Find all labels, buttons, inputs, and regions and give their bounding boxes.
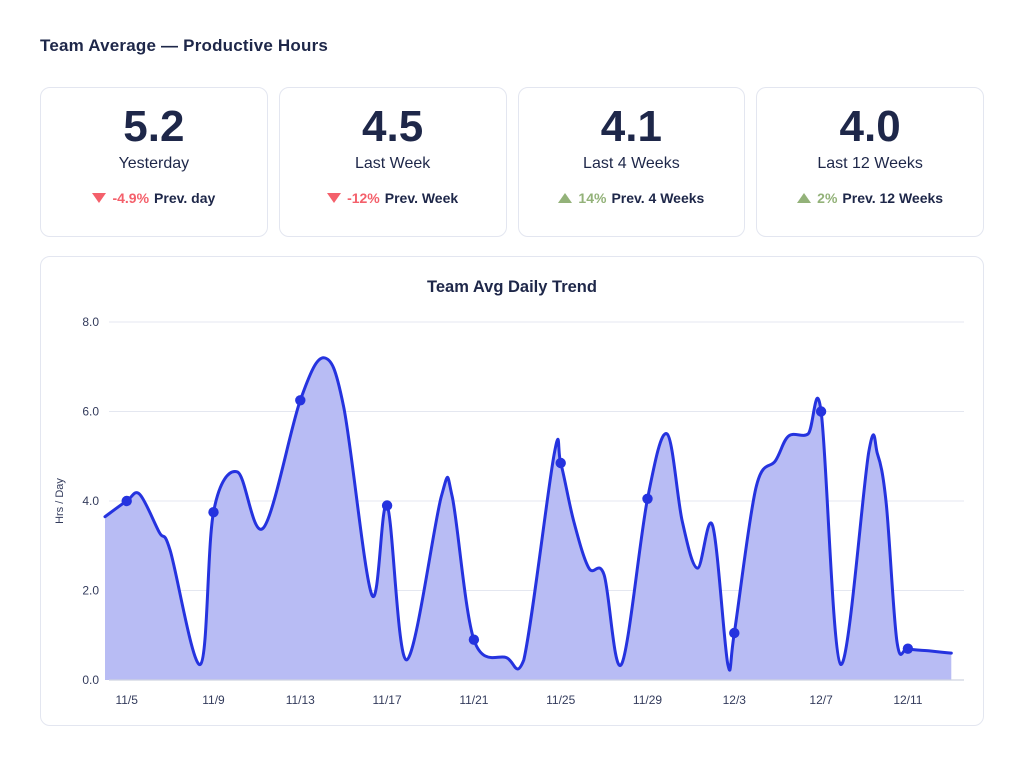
stat-label: Last 4 Weeks xyxy=(583,154,680,172)
data-point-dot[interactable] xyxy=(642,493,653,504)
data-point-dot[interactable] xyxy=(468,634,480,645)
triangle-up-icon xyxy=(797,192,812,203)
delta-percent: -12% xyxy=(347,189,380,206)
stat-label: Last Week xyxy=(354,154,431,172)
stat-card-last-12-weeks: 4.0 Last 12 Weeks 2% Prev. 12 Weeks xyxy=(756,87,984,237)
chart-title: Team Avg Daily Trend xyxy=(427,278,597,296)
delta-percent: 2% xyxy=(817,189,838,206)
stat-value: 4.5 xyxy=(362,102,424,151)
stat-card-yesterday: 5.2 Yesterday -4.9% Prev. day xyxy=(40,87,268,237)
x-tick-label: 11/17 xyxy=(373,693,402,707)
x-tick-label: 11/21 xyxy=(459,693,488,707)
stat-value: 4.1 xyxy=(600,102,662,151)
y-tick-label: 2.0 xyxy=(82,584,99,598)
x-tick-label: 11/25 xyxy=(546,693,575,707)
y-tick-label: 0.0 xyxy=(82,673,99,687)
delta-row: 14% Prev. 4 Weeks xyxy=(558,190,704,206)
data-point-dot[interactable] xyxy=(902,643,914,654)
kpi-cards-row: 5.2 Yesterday -4.9% Prev. day 4.5 Last W… xyxy=(40,87,984,237)
stat-value: 4.0 xyxy=(839,102,901,151)
data-point-dot[interactable] xyxy=(295,395,306,406)
delta-percent: 14% xyxy=(578,189,607,206)
y-axis-label: Hrs / Day xyxy=(54,478,66,524)
delta-row: 2% Prev. 12 Weeks xyxy=(797,190,943,206)
y-tick-label: 8.0 xyxy=(82,315,99,329)
stat-value: 5.2 xyxy=(123,102,185,151)
trend-chart-panel: Team Avg Daily Trend 0.0 2.0 4.0 6.0 8.0 11/5… xyxy=(40,256,984,726)
delta-period: Prev. day xyxy=(154,189,216,206)
delta-percent: -4.9% xyxy=(112,189,150,206)
x-tick-label: 12/3 xyxy=(723,693,747,707)
triangle-down-icon xyxy=(327,192,342,203)
delta-period: Prev. 12 Weeks xyxy=(842,189,944,206)
delta-row: -4.9% Prev. day xyxy=(92,190,215,206)
stat-card-last-week: 4.5 Last Week -12% Prev. Week xyxy=(278,87,507,237)
delta-period: Prev. Week xyxy=(384,189,459,206)
triangle-down-icon xyxy=(92,192,107,203)
data-point-dot[interactable] xyxy=(815,406,827,417)
x-tick-label: 11/29 xyxy=(633,693,662,707)
data-point-dot[interactable] xyxy=(208,507,219,518)
y-tick-label: 4.0 xyxy=(82,494,99,508)
page-title: Team Average — Productive Hours xyxy=(40,36,329,55)
trend-line xyxy=(103,356,953,672)
x-tick-label: 11/9 xyxy=(202,693,225,707)
y-tick-label: 6.0 xyxy=(82,405,99,419)
triangle-up-icon xyxy=(558,192,573,203)
x-tick-label: 12/11 xyxy=(893,693,922,707)
stat-label: Last 12 Weeks xyxy=(817,154,923,172)
data-point-dot[interactable] xyxy=(729,627,740,639)
x-tick-label: 11/13 xyxy=(286,693,315,707)
stat-card-last-4-weeks: 4.1 Last 4 Weeks 14% Prev. 4 Weeks xyxy=(517,87,746,237)
delta-period: Prev. 4 Weeks xyxy=(611,189,705,206)
delta-row: -12% Prev. Week xyxy=(327,190,458,206)
dashboard: Team Average — Productive Hours 5.2 Yest… xyxy=(40,36,984,726)
data-point-dot[interactable] xyxy=(555,457,566,469)
x-tick-label: 11/5 xyxy=(115,693,138,707)
data-point-dot[interactable] xyxy=(121,495,132,507)
x-tick-label: 12/7 xyxy=(809,693,833,707)
stat-label: Yesterday xyxy=(118,154,190,172)
data-point-dot[interactable] xyxy=(381,500,393,511)
trend-chart-svg: 0.0 2.0 4.0 6.0 8.0 11/5 11/9 11/13 11/17 11/21 11… xyxy=(54,315,964,707)
